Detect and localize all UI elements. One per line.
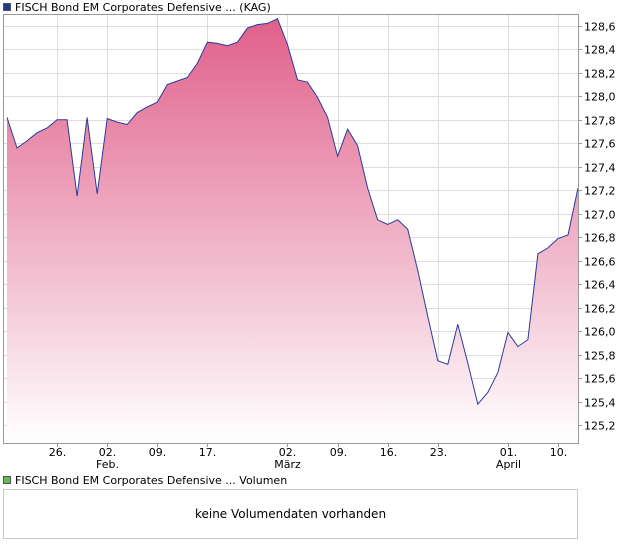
price-legend-label: FISCH Bond EM Corporates Defensive ... (… [15,0,271,14]
y-tick-label: 126,2 [584,303,616,316]
plot-frame [3,14,579,444]
volume-legend: FISCH Bond EM Corporates Defensive ... V… [3,473,287,487]
x-tick-label: 02. [99,446,117,459]
y-tick-label: 125,4 [584,397,616,410]
x-tick-label: 01. [500,446,518,459]
price-chart: 125,2 125,4 125,6 125,8 126,0 126,2 126,4 126,6… [3,14,616,471]
x-tick-label: 02. [279,446,297,459]
y-tick-label: 126,4 [584,279,616,292]
y-tick-label: 126,8 [584,232,616,245]
volume-legend-swatch [3,476,11,484]
x-tick-label: 16. [380,446,398,459]
y-tick-label: 126,6 [584,256,616,269]
y-tick-label: 125,2 [584,420,616,433]
x-tick-label: 10. [550,446,568,459]
x-month-label: Feb. [96,458,119,471]
y-tick-label: 125,8 [584,350,616,363]
y-tick-label: 127,2 [584,185,616,198]
x-tick-label: 23. [430,446,448,459]
x-tick-label: 26. [49,446,67,459]
x-month-label: März [274,458,301,471]
x-month-label: April [496,458,521,471]
x-tick-label: 09. [330,446,348,459]
volume-legend-label: FISCH Bond EM Corporates Defensive ... V… [15,473,288,487]
x-tick-label: 17. [199,446,217,459]
x-tick-label: 09. [149,446,167,459]
y-tick-label: 127,6 [584,138,616,151]
y-tick-label: 128,2 [584,68,616,81]
y-tick-label: 126,0 [584,326,616,339]
price-line [6,18,579,406]
y-axis: 125,2 125,4 125,6 125,8 126,0 126,2 126,4 126,6… [578,21,616,433]
price-legend: FISCH Bond EM Corporates Defensive ... (… [3,0,271,14]
y-tick-label: 125,6 [584,373,616,386]
y-tick-label: 128,6 [584,21,616,34]
y-tick-label: 127,8 [584,115,616,128]
price-area [7,18,578,443]
y-tick-label: 127,0 [584,209,616,222]
y-tick-label: 128,4 [584,44,616,57]
price-legend-swatch [3,3,11,11]
y-tick-label: 127,4 [584,162,616,175]
volume-panel: keine Volumendaten vorhanden [3,489,578,539]
volume-empty-message: keine Volumendaten vorhanden [194,507,387,521]
y-tick-label: 128,0 [584,91,616,104]
